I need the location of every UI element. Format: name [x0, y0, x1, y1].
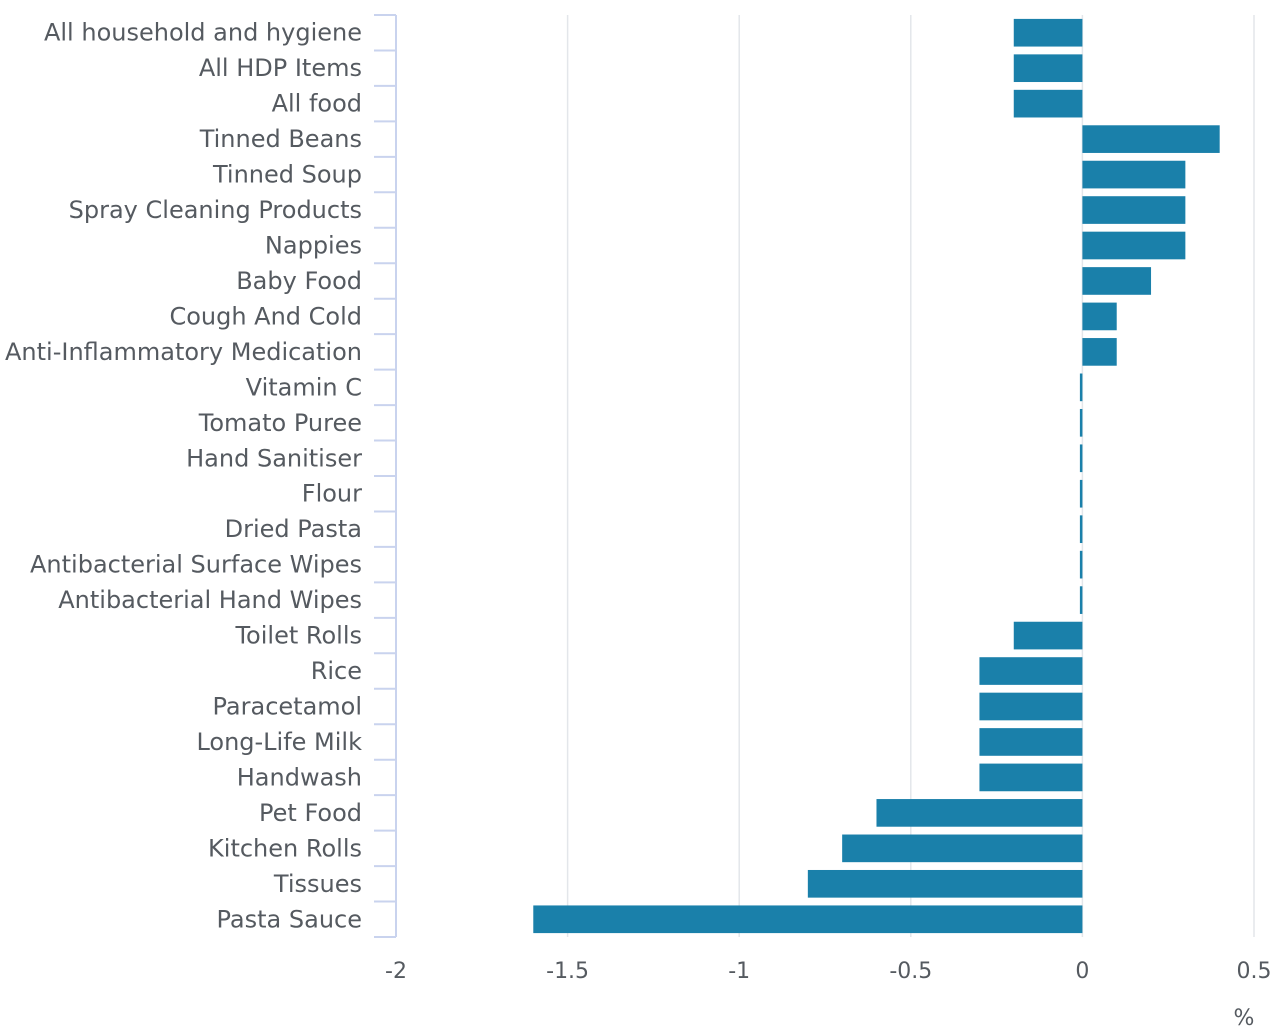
category-label: Paracetamol: [213, 693, 362, 721]
bar: [1079, 479, 1083, 508]
y-axis: [374, 14, 397, 938]
bar: [1013, 18, 1083, 47]
bars: [533, 18, 1220, 934]
category-label: Kitchen Rolls: [208, 834, 362, 862]
bar: [1079, 515, 1083, 544]
bar: [1082, 302, 1117, 331]
x-unit-label: %: [1234, 1006, 1255, 1027]
gridlines: [566, 15, 1255, 937]
bar: [1082, 267, 1152, 295]
category-label: Tissues: [273, 870, 362, 898]
bar: [1079, 550, 1083, 579]
category-label: Rice: [311, 657, 362, 685]
x-tick-label: 0: [1075, 959, 1089, 984]
bar: [979, 692, 1083, 721]
category-label: Hand Sanitiser: [186, 444, 362, 472]
category-label: Anti-Inflammatory Medication: [5, 338, 362, 366]
bar: [842, 834, 1083, 863]
category-label: Dried Pasta: [225, 515, 362, 543]
category-label: Nappies: [265, 232, 362, 260]
x-tick-label: 0.5: [1237, 959, 1272, 984]
bar: [1013, 89, 1083, 118]
category-label: Tinned Beans: [199, 125, 362, 153]
category-label: Toilet Rolls: [234, 622, 362, 650]
bar: [979, 763, 1083, 792]
x-tick-labels: -2 -1.5 -1 -0.5 0 0.5: [385, 959, 1271, 984]
bar: [1079, 373, 1083, 402]
x-tick-label: -1: [728, 959, 750, 984]
x-tick-label: -0.5: [889, 959, 932, 984]
bar: [979, 728, 1083, 756]
category-label: All household and hygiene: [44, 19, 362, 47]
bar: [1013, 54, 1083, 83]
bar: [1082, 231, 1186, 260]
category-label: Baby Food: [236, 267, 362, 295]
category-label: Flour: [302, 480, 362, 508]
bar: [1082, 125, 1220, 153]
bar: [1082, 196, 1186, 224]
category-label: Tinned Soup: [212, 161, 362, 189]
category-label: Spray Cleaning Products: [69, 196, 362, 224]
bar: [1079, 444, 1083, 473]
x-tick-label: -1.5: [546, 959, 589, 984]
category-label: Handwash: [237, 763, 362, 791]
bar: [1079, 408, 1083, 437]
category-label: Vitamin C: [246, 373, 362, 401]
bar: [807, 869, 1083, 898]
category-label: Pet Food: [259, 799, 362, 827]
category-label: Cough And Cold: [169, 302, 362, 330]
bar: [876, 799, 1083, 827]
category-label: Antibacterial Hand Wipes: [58, 586, 362, 614]
bar: [1013, 621, 1083, 650]
category-label: Antibacterial Surface Wipes: [30, 551, 362, 579]
bar: [1079, 586, 1083, 614]
bar: [979, 657, 1083, 685]
category-label: All food: [272, 90, 362, 118]
bar: [1082, 338, 1117, 366]
x-tick-label: -2: [385, 959, 407, 984]
category-labels: All household and hygiene All HDP Items Al…: [5, 19, 362, 934]
category-label: Tomato Puree: [198, 409, 362, 437]
category-label: Long-Life Milk: [196, 728, 362, 756]
category-label: Pasta Sauce: [217, 905, 362, 933]
category-label: All HDP Items: [199, 54, 362, 82]
bar: [1082, 160, 1186, 189]
bar: [533, 905, 1083, 934]
